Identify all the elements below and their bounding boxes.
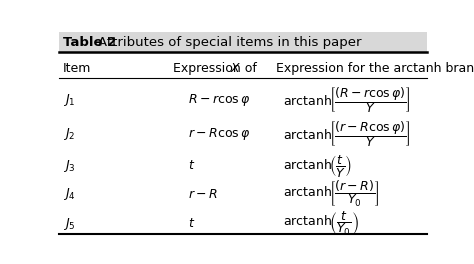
Text: $\mathrm{arctanh}\!\left[\dfrac{(R-r\cos\varphi)}{Y}\right]$: $\mathrm{arctanh}\!\left[\dfrac{(R-r\cos… (283, 85, 411, 115)
Text: $J_3$: $J_3$ (63, 158, 75, 174)
Text: Item: Item (63, 62, 91, 75)
Text: $\mathrm{arctanh}\!\left(\dfrac{t}{Y_0}\right)$: $\mathrm{arctanh}\!\left(\dfrac{t}{Y_0}\… (283, 210, 359, 238)
Text: $t$: $t$ (188, 217, 195, 230)
Text: $J_1$: $J_1$ (63, 92, 75, 108)
Text: $\mathrm{arctanh}\!\left[\dfrac{(r-R)}{Y_0}\right]$: $\mathrm{arctanh}\!\left[\dfrac{(r-R)}{Y… (283, 179, 380, 209)
Text: $J_4$: $J_4$ (63, 186, 76, 202)
Text: $t$: $t$ (188, 159, 195, 172)
Text: $\mathrm{arctanh}\!\left(\dfrac{t}{Y}\right)$: $\mathrm{arctanh}\!\left(\dfrac{t}{Y}\ri… (283, 153, 352, 179)
Text: Expression of: Expression of (173, 62, 261, 75)
Text: Table 2: Table 2 (63, 36, 116, 49)
Text: $R-r\cos\varphi$: $R-r\cos\varphi$ (188, 92, 250, 108)
Text: $r-R$: $r-R$ (188, 188, 218, 201)
Text: $J_5$: $J_5$ (63, 216, 75, 232)
Text: $r-R\cos\varphi$: $r-R\cos\varphi$ (188, 126, 250, 142)
Text: Attributes of special items in this paper: Attributes of special items in this pape… (98, 36, 361, 49)
Text: $J_2$: $J_2$ (63, 126, 75, 142)
Text: $\mathrm{arctanh}\!\left[\dfrac{(r-R\cos\varphi)}{Y}\right]$: $\mathrm{arctanh}\!\left[\dfrac{(r-R\cos… (283, 119, 411, 149)
Text: $X$: $X$ (230, 62, 241, 75)
FancyBboxPatch shape (59, 32, 427, 52)
Text: Expression for the arctanh branch: Expression for the arctanh branch (276, 62, 474, 75)
